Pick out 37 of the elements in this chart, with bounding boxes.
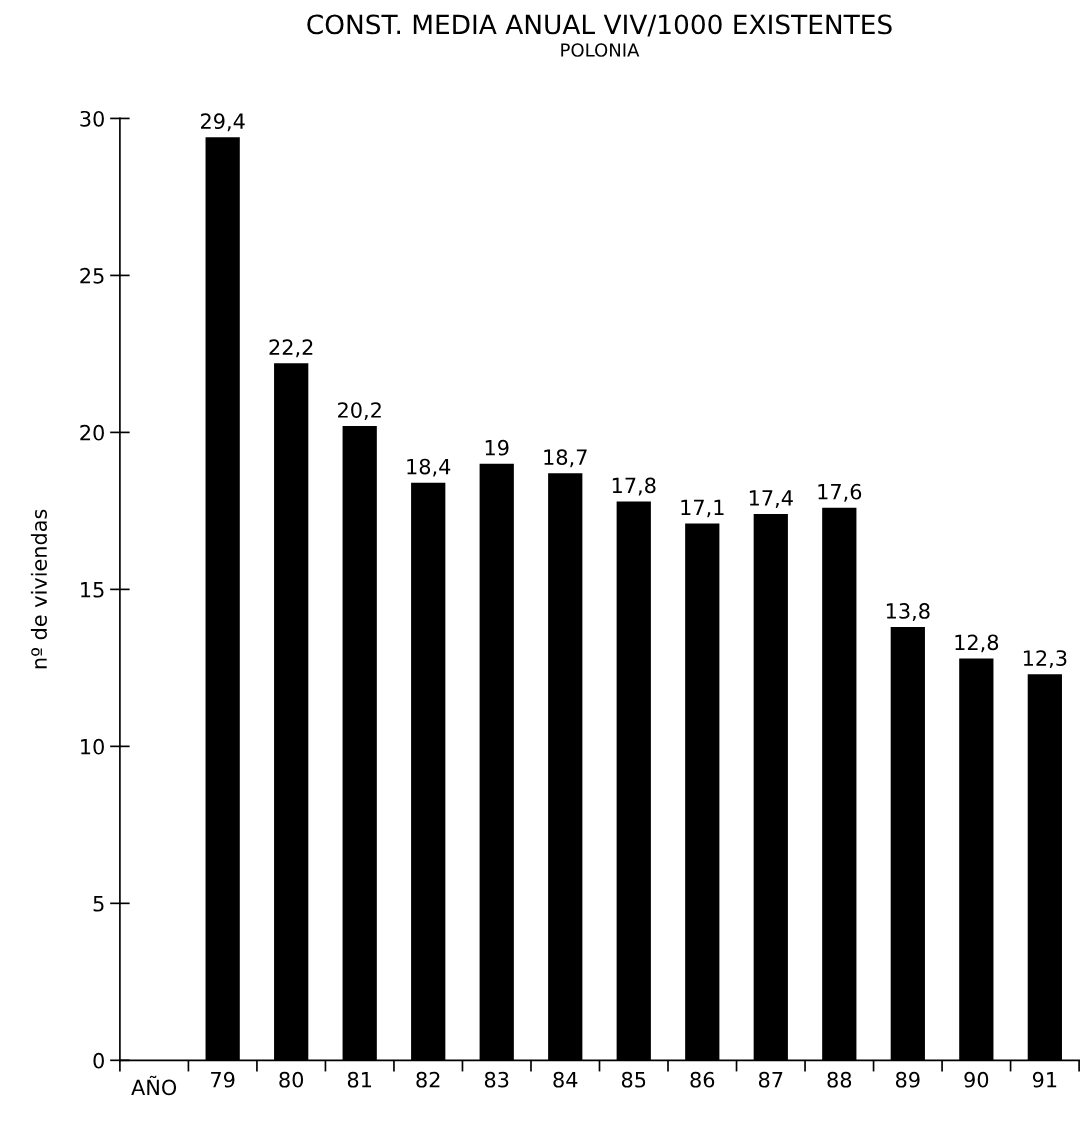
data-label: 18,7	[544, 449, 587, 468]
x-tick-label: 81	[347, 1071, 372, 1088]
x-tick-label: 91	[1032, 1071, 1057, 1088]
y-tick-label: 5	[93, 896, 104, 912]
x-tick-label: 88	[827, 1071, 852, 1088]
x-tick-label: 84	[553, 1071, 578, 1088]
data-label: 17,8	[612, 477, 656, 496]
x-tick-label: 87	[758, 1071, 783, 1088]
x-tick-label: 86	[690, 1071, 715, 1088]
data-label: 17,1	[681, 499, 724, 518]
data-label: 17,6	[818, 483, 862, 502]
y-tick-label: 25	[80, 267, 104, 284]
x-axis-title: AÑO	[131, 1075, 177, 1096]
data-label: 12,8	[955, 634, 999, 653]
data-label: 13,8	[886, 603, 930, 621]
chart-subtitle: POLONIA	[561, 43, 640, 57]
x-tick-label: 85	[621, 1071, 646, 1088]
y-tick-label: 0	[93, 1052, 104, 1069]
x-tick-label: 80	[279, 1071, 304, 1088]
x-tick-label: 90	[964, 1071, 989, 1088]
x-tick-label: 89	[895, 1071, 920, 1088]
y-tick-label: 10	[81, 738, 104, 755]
chart-title: CONST. MEDIA ANUAL VIV/1000 EXISTENTES	[307, 14, 892, 37]
y-axis-title: nº de viviendas	[30, 509, 47, 669]
x-tick-label: 79	[211, 1071, 235, 1088]
data-label: 19	[485, 439, 509, 456]
data-label: 12,3	[1023, 650, 1067, 669]
y-tick-label: 15	[81, 582, 104, 598]
data-label: 20,2	[338, 402, 381, 421]
data-label: 22,2	[269, 339, 313, 358]
y-tick-label: 30	[80, 110, 104, 127]
data-label: 17,4	[749, 490, 793, 508]
x-tick-label: 82	[416, 1071, 440, 1088]
y-tick-label: 20	[80, 424, 104, 441]
data-label: 18,4	[407, 458, 451, 477]
data-label: 29,4	[201, 113, 245, 132]
x-tick-label: 83	[484, 1071, 509, 1088]
